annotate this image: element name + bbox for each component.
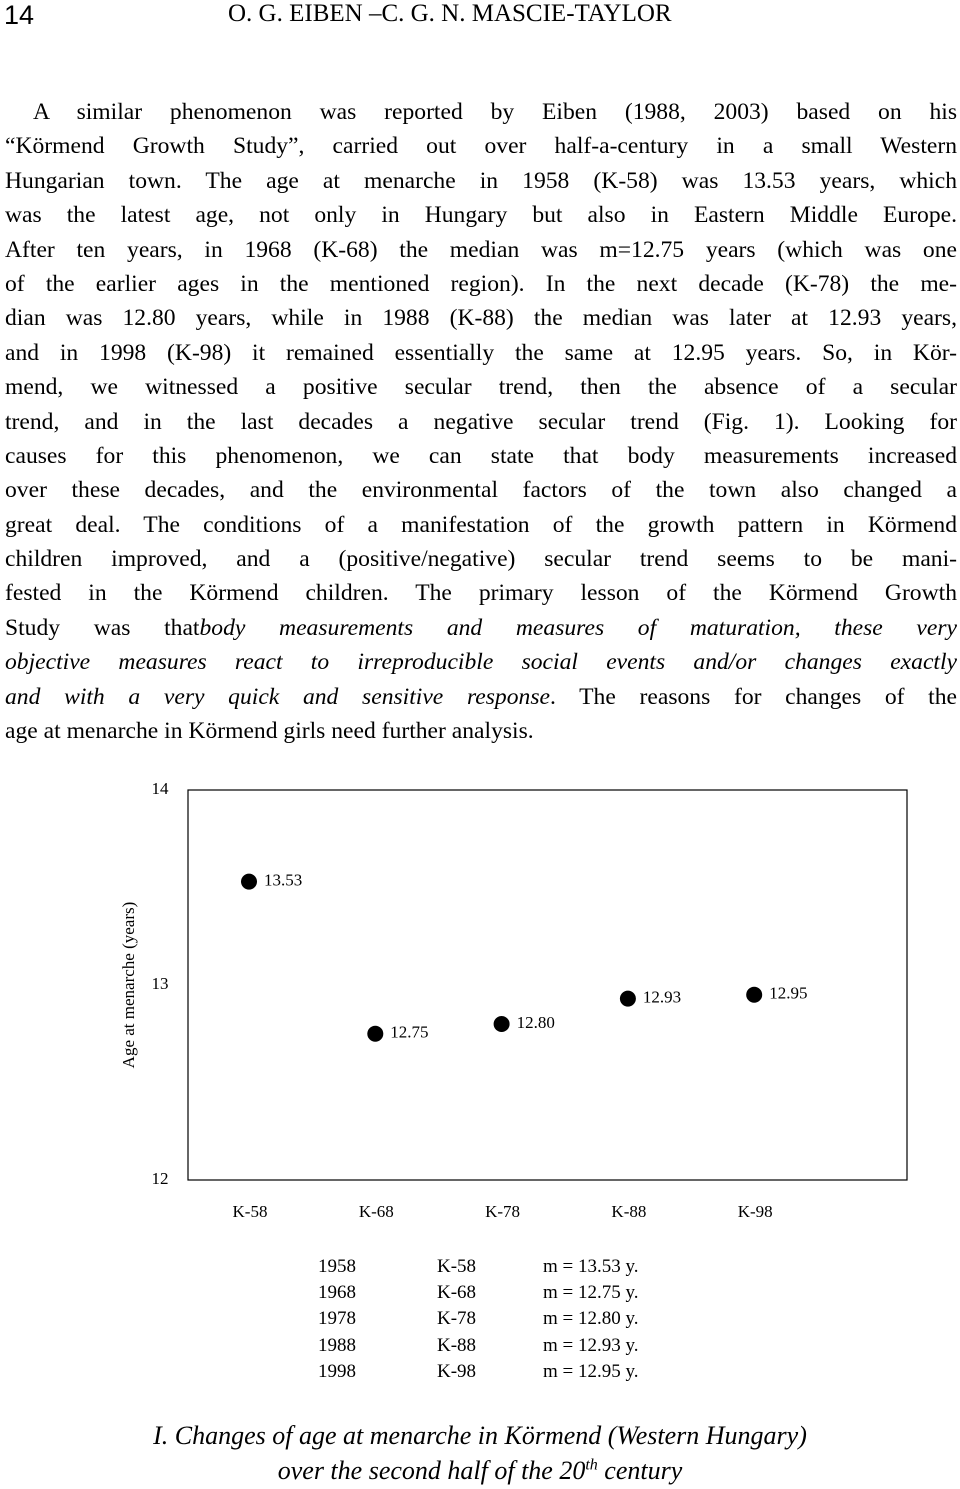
text: children improved, and a (positive/negat… [5, 546, 957, 573]
table-cell: 1988 [318, 1334, 356, 1356]
text: mend, we witnessed a positive secular tr… [5, 374, 957, 401]
text-line: was the latest age, not only in Hungary … [5, 198, 957, 232]
table-cell: K-88 [437, 1334, 477, 1356]
running-header: O. G. EIBEN –C. G. N. MASCIE-TAYLOR [228, 0, 672, 27]
data-point [493, 1016, 510, 1032]
table-cell: m = 12.93 y. [543, 1334, 639, 1356]
table-cell: m = 12.80 y. [543, 1308, 639, 1330]
text: great deal. The conditions of a manifest… [5, 511, 957, 538]
text: dian was 12.80 years, while in 1988 (K-8… [5, 305, 957, 332]
plot-frame [187, 789, 908, 1181]
table-cell: 1998 [318, 1360, 356, 1382]
y-tick-label: 14 [152, 779, 170, 798]
text-line: Study was thatbody measurements and meas… [5, 611, 957, 645]
table-cell: 1978 [318, 1308, 356, 1330]
table-cell: m = 12.95 y. [543, 1360, 639, 1382]
text-line: great deal. The conditions of a manifest… [5, 508, 957, 542]
text: Hungarian town. The age at menarche in 1… [5, 167, 957, 194]
italic-text: body measurements and measures of matura… [199, 614, 958, 641]
data-point [746, 986, 763, 1003]
table-cell: 1968 [318, 1282, 356, 1304]
data-label: 13.53 [264, 871, 302, 890]
text-line: of the earlier ages in the mentioned reg… [5, 267, 957, 301]
text: of the earlier ages in the mentioned reg… [5, 270, 957, 297]
text-line: and in 1998 (K-98) it remained essential… [5, 336, 957, 370]
table-cell: K-68 [437, 1282, 477, 1304]
text-line: over these decades, and the environmenta… [5, 473, 957, 507]
text: and in 1998 (K-98) it remained essential… [5, 339, 957, 366]
superscript: th [585, 1456, 598, 1474]
x-tick-label: K-78 [485, 1202, 520, 1221]
text: Study was that [5, 614, 200, 641]
caption-line: over the second half of the 20th century [0, 1456, 960, 1486]
text: fested in the Körmend children. The prim… [5, 580, 957, 607]
page-number: 14 [4, 0, 35, 30]
text: century [597, 1456, 683, 1485]
paragraph: A similar phenomenon was reported by Eib… [5, 95, 957, 748]
y-tick-label: 13 [152, 974, 169, 993]
table-cell: m = 12.75 y. [543, 1282, 639, 1304]
table-cell: K-78 [437, 1308, 477, 1330]
data-point [619, 990, 636, 1007]
text: I. Changes of age at menarche in Körmend… [153, 1421, 807, 1450]
text: causes for this phenomenon, we can state… [5, 442, 957, 469]
text-line: “Körmend Growth Study”, carried out over… [5, 129, 957, 163]
text-line: mend, we witnessed a positive secular tr… [5, 370, 957, 404]
caption-line: I. Changes of age at menarche in Körmend… [0, 1421, 960, 1451]
data-label: 12.93 [643, 988, 681, 1007]
text-line: trend, and in the last decades a negativ… [5, 405, 957, 439]
text-line: causes for this phenomenon, we can state… [5, 439, 957, 473]
text-line: and with a very quick and sensitive resp… [5, 680, 957, 714]
x-tick-label: K-58 [233, 1202, 268, 1221]
text-line: Hungarian town. The age at menarche in 1… [5, 164, 957, 198]
text-line: dian was 12.80 years, while in 1988 (K-8… [5, 301, 957, 335]
table-cell: K-58 [437, 1256, 477, 1277]
text-line: objective measures react to irreproducib… [5, 645, 957, 679]
x-tick-label: K-98 [738, 1202, 773, 1221]
text: After ten years, in 1968 (K-68) the medi… [5, 236, 957, 263]
data-point [241, 873, 257, 890]
data-label: 12.75 [390, 1023, 428, 1042]
text: over the second half of the 20 [277, 1456, 586, 1485]
text: trend, and in the last decades a negativ… [5, 408, 957, 435]
text: over these decades, and the environmenta… [5, 477, 957, 504]
y-tick-label: 12 [152, 1169, 169, 1188]
text: “Körmend Growth Study”, carried out over… [5, 133, 957, 160]
data-label: 12.80 [517, 1013, 555, 1032]
text-line: children improved, and a (positive/negat… [5, 542, 957, 576]
text-line: After ten years, in 1968 (K-68) the medi… [5, 233, 957, 267]
text: was the latest age, not only in Hungary … [5, 202, 957, 229]
italic-text: and with a very quick and sensitive resp… [5, 683, 550, 710]
table-cell: m = 13.53 y. [543, 1256, 639, 1277]
y-axis-label: Age at menarche (years) [119, 902, 138, 1069]
x-tick-label: K-68 [359, 1202, 394, 1221]
x-tick-label: K-88 [611, 1202, 646, 1221]
data-label: 12.95 [769, 984, 807, 1003]
text-line: fested in the Körmend children. The prim… [5, 576, 957, 610]
data-point [367, 1025, 384, 1042]
table-cell: K-98 [437, 1360, 477, 1382]
text: A similar phenomenon was reported by Eib… [33, 99, 957, 125]
italic-text: objective measures react to irreproducib… [5, 649, 957, 676]
text-line: A similar phenomenon was reported by Eib… [5, 95, 957, 129]
text: age at menarche in Körmend girls need fu… [5, 718, 534, 745]
text-line: age at menarche in Körmend girls need fu… [5, 714, 957, 748]
text: . The reasons for changes of the [549, 683, 957, 710]
table-cell: 1958 [318, 1256, 356, 1277]
